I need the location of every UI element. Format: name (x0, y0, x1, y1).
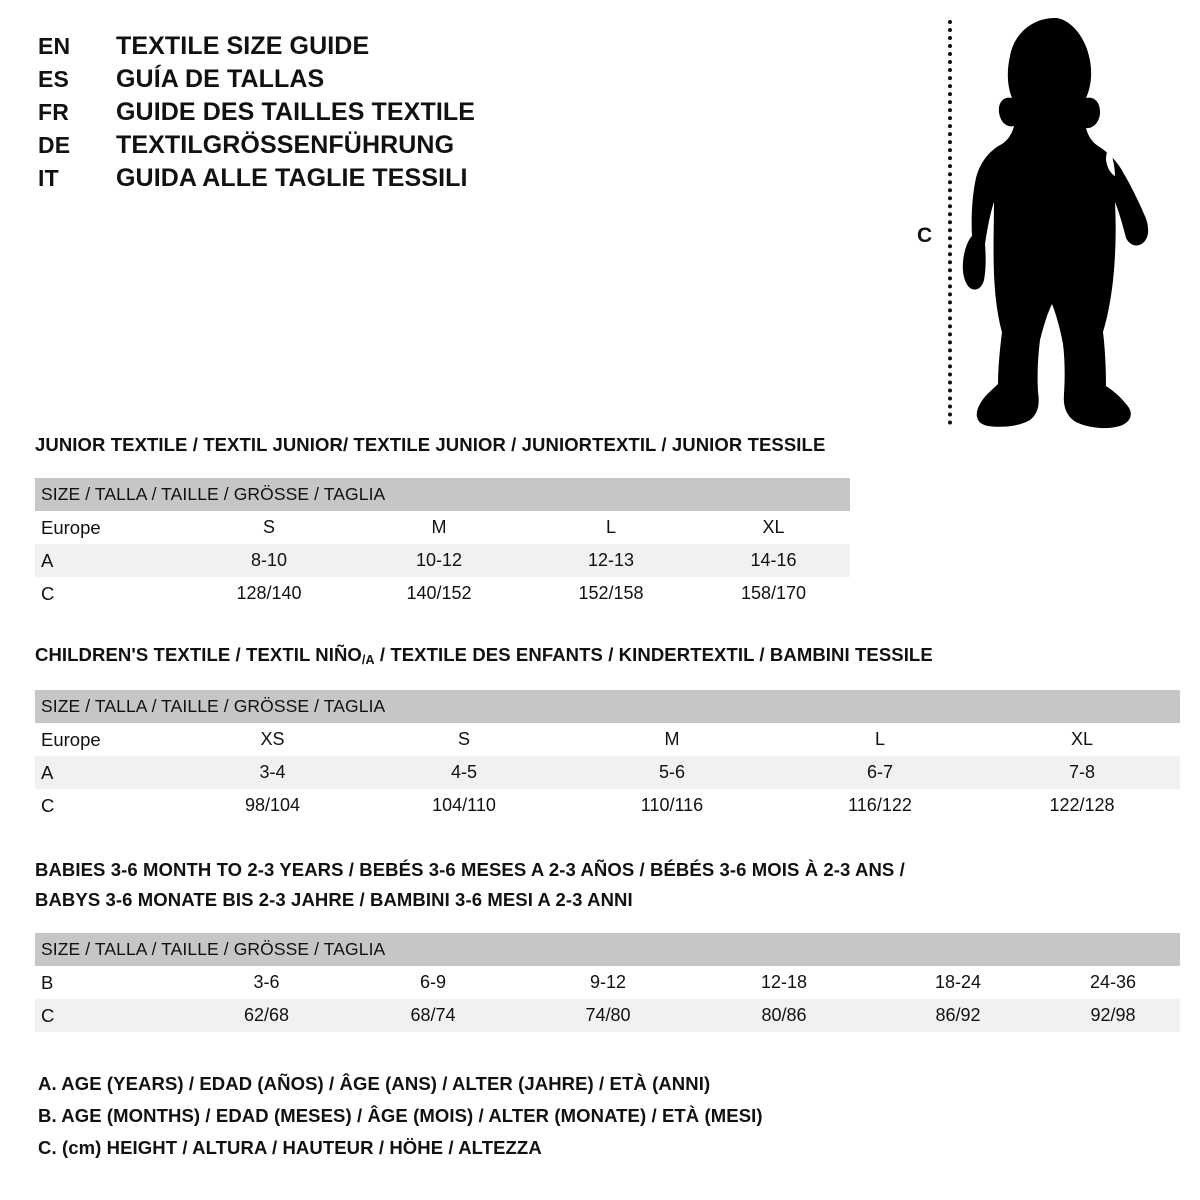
babies-c-col6: 92/98 (1046, 999, 1181, 1032)
children-a-xl: 7-8 (984, 756, 1181, 789)
children-band-label: SIZE / TALLA / TAILLE / GRÖSSE / TAGLIA (35, 690, 1181, 723)
junior-section-title: JUNIOR TEXTILE / TEXTIL JUNIOR/ TEXTILE … (35, 434, 826, 455)
language-row-de: DE TEXTILGRÖSSENFÜHRUNG (38, 131, 658, 164)
children-c-s: 104/110 (360, 789, 568, 822)
height-dashed-line (948, 20, 952, 425)
babies-b-col1: 3-6 (185, 966, 348, 999)
language-code-fr: FR (38, 99, 70, 125)
children-a-l: 6-7 (776, 756, 984, 789)
language-code-en: EN (38, 33, 71, 59)
section-babies-textile: BABIES 3-6 MONTH TO 2-3 YEARS / BEBÉS 3-… (35, 855, 1181, 1032)
junior-table-row-c: C 128/140 140/152 152/158 158/170 (35, 577, 850, 610)
babies-band-label: SIZE / TALLA / TAILLE / GRÖSSE / TAGLIA (35, 933, 1181, 966)
section-children-textile: CHILDREN'S TEXTILE / TEXTIL NIÑO/A / TEX… (35, 640, 1181, 822)
children-table-row-c: C 98/104 104/110 110/116 116/122 122/128 (35, 789, 1181, 822)
junior-row-a-label: A (35, 544, 185, 577)
junior-row-c-label: C (35, 577, 185, 610)
section-junior-textile: JUNIOR TEXTILE / TEXTIL JUNIOR/ TEXTILE … (35, 430, 850, 610)
junior-table-band-row: SIZE / TALLA / TAILLE / GRÖSSE / TAGLIA (35, 478, 850, 511)
babies-c-col5: 86/92 (870, 999, 1046, 1032)
children-c-m: 110/116 (568, 789, 776, 822)
language-header-block: EN TEXTILE SIZE GUIDE ES GUÍA DE TALLAS … (38, 32, 658, 197)
junior-table-row-a: A 8-10 10-12 12-13 14-16 (35, 544, 850, 577)
children-section-title: CHILDREN'S TEXTILE / TEXTIL NIÑO/A / TEX… (35, 640, 1180, 672)
children-title-sub: /A (361, 653, 375, 667)
junior-a-xl: 14-16 (697, 544, 850, 577)
children-table-band-row: SIZE / TALLA / TAILLE / GRÖSSE / TAGLIA (35, 690, 1181, 723)
children-c-xs: 98/104 (185, 789, 360, 822)
babies-c-col4: 80/86 (698, 999, 870, 1032)
babies-table-band-row: SIZE / TALLA / TAILLE / GRÖSSE / TAGLIA (35, 933, 1181, 966)
children-europe-s: S (360, 723, 568, 756)
children-title-post: / TEXTILE DES ENFANTS / KINDERTEXTIL / B… (374, 644, 933, 665)
language-code-de: DE (38, 132, 71, 158)
legend-line-b: B. AGE (MONTHS) / EDAD (MESES) / ÂGE (MO… (38, 1105, 763, 1126)
babies-b-col4: 12-18 (698, 966, 870, 999)
height-illustration: C (900, 12, 1160, 432)
babies-b-col6: 24-36 (1046, 966, 1181, 999)
language-row-es: ES GUÍA DE TALLAS (38, 65, 658, 98)
children-size-table: SIZE / TALLA / TAILLE / GRÖSSE / TAGLIA … (35, 690, 1181, 822)
junior-table-row-europe: Europe S M L XL (35, 511, 850, 544)
language-title-de: TEXTILGRÖSSENFÜHRUNG (116, 131, 455, 159)
junior-c-s: 128/140 (185, 577, 353, 610)
children-row-europe-label: Europe (35, 723, 185, 756)
junior-band-label: SIZE / TALLA / TAILLE / GRÖSSE / TAGLIA (35, 478, 850, 511)
junior-a-m: 10-12 (353, 544, 525, 577)
children-a-xs: 3-4 (185, 756, 360, 789)
language-row-it: IT GUIDA ALLE TAGLIE TESSILI (38, 164, 658, 197)
junior-row-europe-label: Europe (35, 511, 185, 544)
toddler-silhouette-icon (962, 18, 1149, 429)
children-c-l: 116/122 (776, 789, 984, 822)
language-title-es: GUÍA DE TALLAS (116, 65, 325, 93)
junior-size-table: SIZE / TALLA / TAILLE / GRÖSSE / TAGLIA … (35, 478, 850, 610)
babies-section-title-line1: BABIES 3-6 MONTH TO 2-3 YEARS / BEBÉS 3-… (35, 859, 905, 880)
children-europe-l: L (776, 723, 984, 756)
children-a-s: 4-5 (360, 756, 568, 789)
language-title-fr: GUIDE DES TAILLES TEXTILE (116, 98, 476, 126)
children-c-xl: 122/128 (984, 789, 1181, 822)
junior-a-s: 8-10 (185, 544, 353, 577)
babies-b-col2: 6-9 (348, 966, 518, 999)
language-row-en: EN TEXTILE SIZE GUIDE (38, 32, 658, 65)
children-europe-xl: XL (984, 723, 1181, 756)
babies-row-b-label: B (35, 966, 185, 999)
junior-europe-s: S (185, 511, 353, 544)
babies-c-col3: 74/80 (518, 999, 698, 1032)
legend-line-c: C. (cm) HEIGHT / ALTURA / HAUTEUR / HÖHE… (38, 1137, 542, 1158)
junior-europe-l: L (525, 511, 697, 544)
language-row-fr: FR GUIDE DES TAILLES TEXTILE (38, 98, 658, 131)
junior-a-l: 12-13 (525, 544, 697, 577)
children-europe-xs: XS (185, 723, 360, 756)
babies-b-col5: 18-24 (870, 966, 1046, 999)
babies-table-row-b: B 3-6 6-9 9-12 12-18 18-24 24-36 (35, 966, 1181, 999)
junior-europe-xl: XL (697, 511, 850, 544)
height-marker-label: C (917, 224, 933, 247)
language-title-en: TEXTILE SIZE GUIDE (116, 32, 370, 60)
junior-c-xl: 158/170 (697, 577, 850, 610)
children-title-pre: CHILDREN'S TEXTILE / TEXTIL NIÑO (35, 644, 362, 665)
babies-table-row-c: C 62/68 68/74 74/80 80/86 86/92 92/98 (35, 999, 1181, 1032)
children-row-a-label: A (35, 756, 185, 789)
babies-size-table: SIZE / TALLA / TAILLE / GRÖSSE / TAGLIA … (35, 933, 1181, 1032)
junior-c-m: 140/152 (353, 577, 525, 610)
children-a-m: 5-6 (568, 756, 776, 789)
babies-section-title-line2: BABYS 3-6 MONATE BIS 2-3 JAHRE / BAMBINI… (35, 889, 633, 910)
babies-row-c-label: C (35, 999, 185, 1032)
junior-europe-m: M (353, 511, 525, 544)
babies-c-col2: 68/74 (348, 999, 518, 1032)
legend-line-a: A. AGE (YEARS) / EDAD (AÑOS) / ÂGE (ANS)… (38, 1073, 711, 1094)
children-row-c-label: C (35, 789, 185, 822)
language-title-it: GUIDA ALLE TAGLIE TESSILI (116, 164, 468, 192)
junior-c-l: 152/158 (525, 577, 697, 610)
language-code-es: ES (38, 66, 70, 92)
babies-c-col1: 62/68 (185, 999, 348, 1032)
children-europe-m: M (568, 723, 776, 756)
legend-block: A. AGE (YEARS) / EDAD (AÑOS) / ÂGE (ANS)… (38, 1068, 938, 1164)
language-code-it: IT (38, 165, 59, 191)
children-table-row-europe: Europe XS S M L XL (35, 723, 1181, 756)
children-table-row-a: A 3-4 4-5 5-6 6-7 7-8 (35, 756, 1181, 789)
babies-b-col3: 9-12 (518, 966, 698, 999)
